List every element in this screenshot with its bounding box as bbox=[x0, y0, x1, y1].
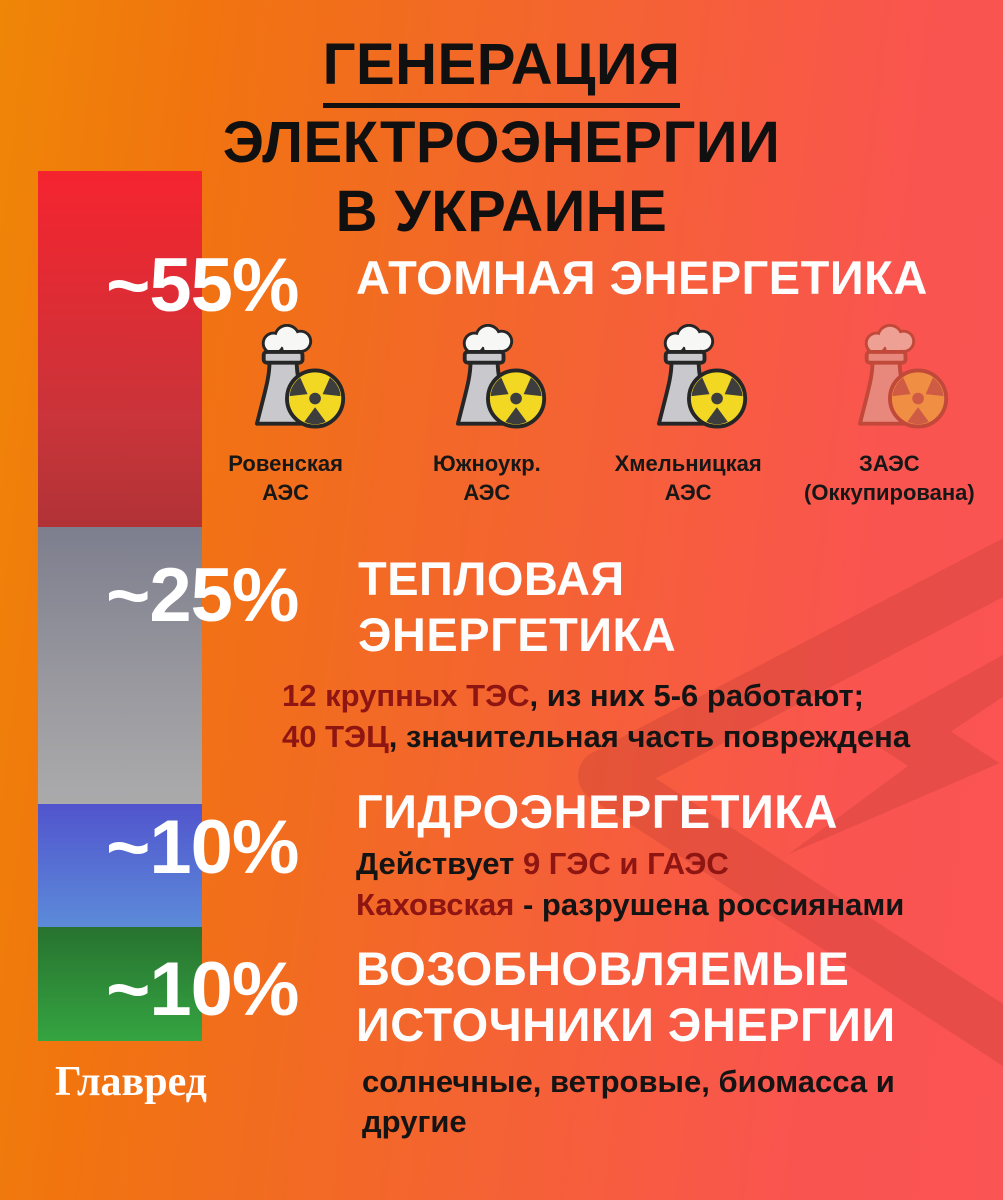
plant-label: Хмельницкая АЭС bbox=[615, 450, 762, 507]
renewables-heading-line2: ИСТОЧНИКИ ЭНЕРГИИ bbox=[356, 998, 896, 1052]
hydro-active-label: Действует bbox=[356, 846, 523, 881]
plant-name-line1: Ровенская bbox=[228, 451, 343, 476]
stacked-share-bar bbox=[38, 171, 202, 1041]
renewables-details: солнечные, ветровые, биомасса и другие bbox=[362, 1062, 895, 1143]
hydro-details: Действует 9 ГЭС и ГАЭС Каховская - разру… bbox=[356, 844, 904, 926]
thermal-details-line2: 40 ТЭЦ, значительная часть повреждена bbox=[282, 717, 910, 758]
plant-name-line2: АЭС bbox=[664, 479, 712, 505]
plant-name-line2: АЭС bbox=[463, 479, 511, 505]
atomic-heading: АТОМНАЯ ЭНЕРГЕТИКА bbox=[356, 251, 928, 304]
bar-segment-atomic bbox=[38, 171, 202, 527]
nuclear-plant-icon bbox=[254, 324, 345, 429]
hydro-details-line1: Действует 9 ГЭС и ГАЭС bbox=[356, 844, 904, 885]
thermal-percent: ~25% bbox=[106, 553, 299, 638]
plant-name-line2: АЭС bbox=[262, 479, 310, 505]
hydro-details-line2: Каховская - разрушена россиянами bbox=[356, 885, 904, 926]
thermal-tec-count: 40 ТЭЦ bbox=[282, 718, 389, 754]
nuclear-plant-icon-occupied bbox=[858, 324, 949, 429]
thermal-tes-count: 12 крупных ТЭС bbox=[282, 678, 530, 713]
thermal-tec-status: , значительная часть повреждена bbox=[388, 718, 911, 754]
thermal-heading: ТЕПЛОВАЯ ЭНЕРГЕТИКА bbox=[358, 551, 676, 664]
thermal-details: 12 крупных ТЭС, из них 5-6 работают; 40 … bbox=[282, 676, 910, 758]
nuclear-plant-icon bbox=[657, 324, 748, 429]
thermal-details-line1: 12 крупных ТЭС, из них 5-6 работают; bbox=[282, 676, 910, 717]
plant-label: Ровенская АЭС bbox=[228, 450, 343, 507]
title-line-2: ЭЛЕКТРОЭНЕРГИИ bbox=[222, 109, 781, 175]
nuclear-plant-icon bbox=[455, 324, 546, 429]
atomic-percent: ~55% bbox=[106, 243, 299, 328]
plant-rovenskaya: Ровенская АЭС bbox=[185, 324, 386, 507]
renewables-percent: ~10% bbox=[106, 947, 299, 1032]
bar-segment-renewables bbox=[38, 927, 202, 1041]
hydro-heading: ГИДРОЭНЕРГЕТИКА bbox=[356, 785, 838, 838]
plant-label: ЗАЭС (Оккупирована) bbox=[804, 450, 975, 507]
plant-name-line1: Хмельницкая bbox=[614, 451, 762, 476]
plant-name-line1: Южноукр. bbox=[432, 451, 541, 476]
hydro-kakhovka-name: Каховская bbox=[356, 886, 515, 922]
plant-khmelnitskaya: Хмельницкая АЭС bbox=[588, 324, 789, 507]
thermal-tes-status: , из них 5-6 работают; bbox=[529, 678, 865, 713]
plant-label: Южноукр. АЭС bbox=[433, 450, 541, 507]
hydro-ges-count: 9 ГЭС и ГАЭС bbox=[522, 846, 729, 881]
renewables-details-line1: солнечные, ветровые, биомасса и bbox=[362, 1064, 895, 1099]
brand-glavred: Главред bbox=[55, 1059, 207, 1105]
renewables-details-line2: другие bbox=[362, 1104, 467, 1140]
plant-zaes-occupied: ЗАЭС (Оккупирована) bbox=[789, 324, 990, 507]
renewables-heading-line1: ВОЗОБНОВЛЯЕМЫЕ bbox=[356, 942, 850, 995]
renewables-heading: ВОЗОБНОВЛЯЕМЫЕ ИСТОЧНИКИ ЭНЕРГИИ bbox=[356, 941, 896, 1054]
page-title: ГЕНЕРАЦИЯ ЭЛЕКТРОЭНЕРГИИ В УКРАИНЕ bbox=[0, 30, 1003, 247]
nuclear-plants-row: Ровенская АЭС bbox=[185, 324, 990, 507]
thermal-heading-line1: ТЕПЛОВАЯ bbox=[358, 552, 625, 605]
bar-segment-hydro bbox=[38, 804, 202, 927]
hydro-kakhovka-status: - разрушена россиянами bbox=[514, 886, 905, 922]
bar-segment-thermal bbox=[38, 527, 202, 804]
title-line-3: В УКРАИНЕ bbox=[335, 179, 668, 245]
thermal-heading-line2: ЭНЕРГЕТИКА bbox=[358, 608, 677, 662]
plant-name-line2: (Оккупирована) bbox=[804, 479, 975, 505]
plant-name-line1: ЗАЭС bbox=[859, 451, 920, 476]
high-voltage-watermark-icon bbox=[577, 509, 1003, 1081]
hydro-percent: ~10% bbox=[106, 805, 299, 890]
plant-yuzhnoukrainsk: Южноукр. АЭС bbox=[386, 324, 587, 507]
title-line-1: ГЕНЕРАЦИЯ bbox=[322, 30, 681, 108]
